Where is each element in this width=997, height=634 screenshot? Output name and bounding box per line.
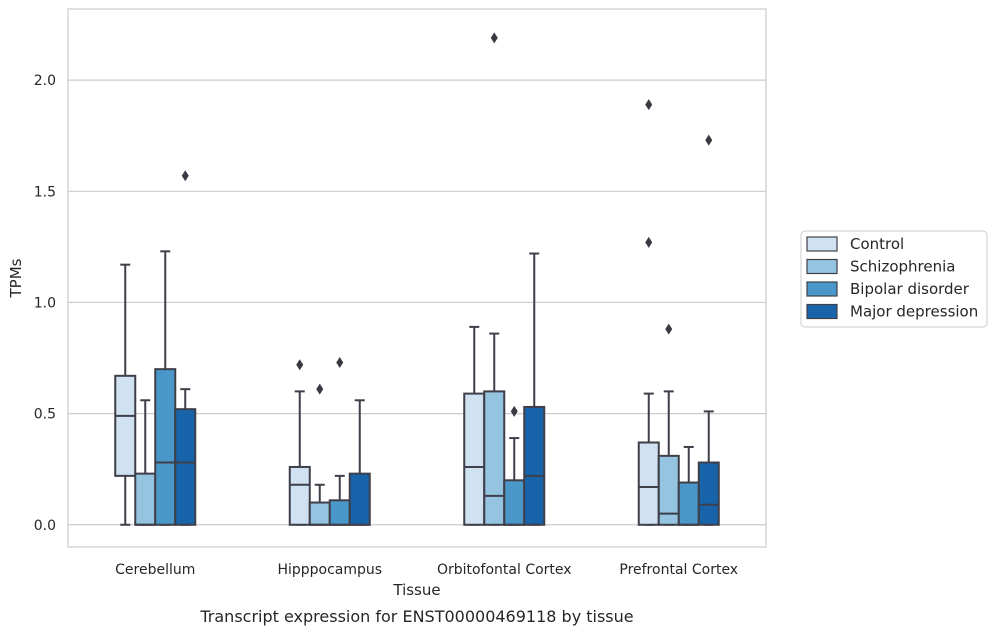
legend-label: Bipolar disorder	[850, 280, 970, 298]
outlier-point	[645, 236, 653, 248]
legend-swatch	[806, 236, 838, 252]
legend-swatch	[806, 281, 838, 297]
box-control	[463, 325, 486, 526]
box-body	[463, 392, 486, 526]
box-bipolar-disorder	[328, 356, 351, 526]
legend-frame	[800, 230, 988, 328]
box-major-depression	[523, 252, 546, 526]
box-schizophrenia	[483, 32, 506, 526]
outlier-point	[336, 356, 344, 368]
legend-swatch	[806, 303, 838, 320]
box-groups	[114, 32, 720, 526]
box-body	[637, 441, 660, 526]
outlier-point	[316, 383, 324, 395]
box-body	[288, 465, 311, 526]
outlier-point	[181, 170, 189, 182]
y-tick-label: 0.0	[34, 518, 56, 534]
box-body	[174, 408, 197, 526]
y-tick-label: 1.5	[34, 184, 56, 200]
legend-item: Schizophrenia	[806, 258, 955, 276]
legend-label: Schizophrenia	[850, 258, 955, 276]
outlier-point	[705, 134, 713, 146]
box-body	[697, 461, 720, 526]
outlier-point	[296, 359, 304, 371]
box-bipolar-disorder	[154, 250, 177, 526]
legend-label: Major depression	[850, 303, 978, 321]
y-tick-label: 2.0	[34, 73, 56, 89]
box-bipolar-disorder	[503, 405, 526, 526]
y-tick-label: 0.5	[34, 407, 56, 423]
box-body	[348, 472, 371, 526]
legend-swatch	[806, 258, 838, 275]
box-major-depression	[174, 170, 197, 526]
x-axis-label: Tissue	[392, 581, 440, 599]
category-group	[114, 170, 197, 526]
box-major-depression	[697, 134, 720, 526]
y-axis-ticks: 0.0 0.5 1.0 1.5 2.0	[34, 73, 56, 534]
x-tick-label: Cerebellum	[115, 562, 195, 578]
box-body	[523, 405, 546, 526]
category-group	[637, 99, 720, 526]
y-axis-label: TPMs	[7, 258, 25, 298]
x-tick-label: Prefrontal Cortex	[619, 562, 738, 578]
box-schizophrenia	[657, 323, 680, 526]
box-control	[637, 99, 660, 526]
legend: Control Schizophrenia Bipolar disorder Majo…	[800, 230, 988, 328]
box-major-depression	[348, 399, 371, 526]
box-body	[308, 501, 331, 526]
box-body	[328, 499, 351, 526]
legend-item: Major depression	[806, 303, 978, 321]
box-body	[154, 368, 177, 526]
outlier-point	[645, 99, 653, 111]
box-body	[677, 481, 700, 526]
y-tick-label: 1.0	[34, 295, 56, 311]
chart-caption: Transcript expression for ENST0000046911…	[199, 607, 633, 626]
legend-label: Control	[850, 235, 904, 253]
category-group	[288, 356, 371, 526]
x-tick-label: Hipppocampus	[277, 562, 382, 578]
box-body	[483, 390, 506, 526]
box-control	[114, 263, 137, 526]
category-group	[463, 32, 546, 526]
legend-item: Control	[806, 235, 904, 253]
box-body	[114, 374, 137, 477]
outlier-point	[510, 405, 518, 417]
box-schizophrenia	[308, 383, 331, 526]
box-control	[288, 359, 311, 526]
x-tick-label: Orbitofontal Cortex	[437, 562, 572, 578]
box-body	[503, 479, 526, 526]
x-axis-ticks: Cerebellum Hipppocampus Orbitofontal Corte…	[115, 562, 738, 578]
outlier-point	[665, 323, 673, 335]
box-schizophrenia	[134, 399, 157, 526]
box-bipolar-disorder	[677, 445, 700, 526]
box-body	[134, 472, 157, 526]
outlier-point	[490, 32, 498, 44]
legend-item: Bipolar disorder	[806, 280, 970, 298]
plot-frame	[67, 8, 767, 548]
